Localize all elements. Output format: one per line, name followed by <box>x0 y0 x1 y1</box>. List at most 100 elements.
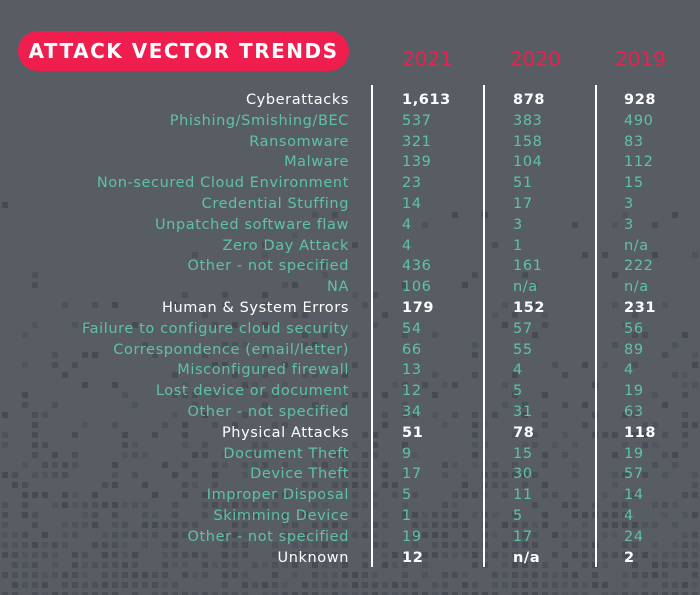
background-dot <box>292 522 298 528</box>
background-dot <box>132 552 138 558</box>
value-cell-2019: 4 <box>624 362 634 379</box>
background-dot <box>172 392 178 398</box>
background-dot <box>32 552 38 558</box>
background-dot <box>322 262 328 268</box>
background-dot <box>692 582 698 588</box>
background-dot <box>402 582 408 588</box>
background-dot <box>392 492 398 498</box>
background-dot <box>662 552 668 558</box>
background-dot <box>442 572 448 578</box>
background-dot <box>442 532 448 538</box>
background-dot <box>612 302 618 308</box>
background-dot <box>492 552 498 558</box>
value-cell-2020: 17 <box>513 528 533 545</box>
row-label: Other - not specified <box>187 258 349 275</box>
background-dot <box>402 572 408 578</box>
background-dot <box>82 322 88 328</box>
background-dot <box>262 372 268 378</box>
background-dot <box>532 472 538 478</box>
background-dot <box>362 452 368 458</box>
background-dot <box>202 442 208 448</box>
background-dot <box>502 542 508 548</box>
table-row: Zero Day Attack 4 1 n/a <box>0 236 700 257</box>
background-dot <box>672 342 678 348</box>
background-dot <box>252 462 258 468</box>
background-dot <box>272 542 278 548</box>
background-dot <box>262 252 268 258</box>
background-dot <box>2 442 8 448</box>
background-dot <box>182 592 188 595</box>
value-cell-2021: 106 <box>402 279 432 296</box>
background-dot <box>402 472 408 478</box>
background-dot <box>352 512 358 518</box>
background-dot <box>222 542 228 548</box>
background-dot <box>362 522 368 528</box>
background-dot <box>282 492 288 498</box>
background-dot <box>532 572 538 578</box>
value-cell-2020: 4 <box>513 362 523 379</box>
background-dot <box>242 582 248 588</box>
background-dot <box>672 462 678 468</box>
row-label: Improper Disposal <box>206 487 349 504</box>
background-dot <box>582 422 588 428</box>
background-dot <box>512 592 518 595</box>
background-dot <box>142 482 148 488</box>
background-dot <box>352 572 358 578</box>
background-dot <box>242 532 248 538</box>
background-dot <box>602 432 608 438</box>
background-dot <box>32 562 38 568</box>
row-label: Other - not specified <box>187 528 349 545</box>
table-row: Phishing/Smishing/BEC 537 383 490 <box>0 111 700 132</box>
background-dot <box>402 592 408 595</box>
background-dot <box>532 282 538 288</box>
background-dot <box>12 582 18 588</box>
background-dot <box>362 472 368 478</box>
background-dot <box>72 582 78 588</box>
background-dot <box>192 592 198 595</box>
value-cell-2021: 66 <box>402 341 422 358</box>
background-dot <box>482 512 488 518</box>
background-dot <box>292 552 298 558</box>
background-dot <box>182 522 188 528</box>
background-dot <box>672 212 678 218</box>
year-header-2021: 2021 <box>402 47 453 71</box>
background-dot <box>312 582 318 588</box>
category-row: Cyberattacks 1,613 878 928 <box>0 90 700 111</box>
background-dot <box>312 462 318 468</box>
background-dot <box>262 292 268 298</box>
background-dot <box>582 402 588 408</box>
background-dot <box>582 592 588 595</box>
background-dot <box>482 592 488 595</box>
background-dot <box>242 512 248 518</box>
background-dot <box>562 582 568 588</box>
background-dot <box>362 302 368 308</box>
background-dot <box>242 412 248 418</box>
background-dot <box>22 532 28 538</box>
background-dot <box>92 512 98 518</box>
background-dot <box>32 572 38 578</box>
background-dot <box>622 412 628 418</box>
value-cell-2019: 83 <box>624 133 644 150</box>
value-cell-2019: n/a <box>624 237 649 254</box>
background-dot <box>542 562 548 568</box>
background-dot <box>322 522 328 528</box>
background-dot <box>112 382 118 388</box>
background-dot <box>82 592 88 595</box>
background-dot <box>542 392 548 398</box>
background-dot <box>572 472 578 478</box>
background-dot <box>132 572 138 578</box>
background-dot <box>572 442 578 448</box>
value-cell-2019: 928 <box>624 92 657 108</box>
background-dot <box>442 592 448 595</box>
value-cell-2020: 17 <box>513 195 533 212</box>
background-dot <box>2 572 8 578</box>
background-dot <box>432 392 438 398</box>
background-dot <box>642 432 648 438</box>
background-dot <box>2 202 8 208</box>
background-dot <box>392 592 398 595</box>
background-dot <box>152 512 158 518</box>
background-dot <box>52 562 58 568</box>
background-dot <box>202 572 208 578</box>
background-dot <box>352 502 358 508</box>
table-row: Correspondence (email/letter) 66 55 89 <box>0 340 700 361</box>
